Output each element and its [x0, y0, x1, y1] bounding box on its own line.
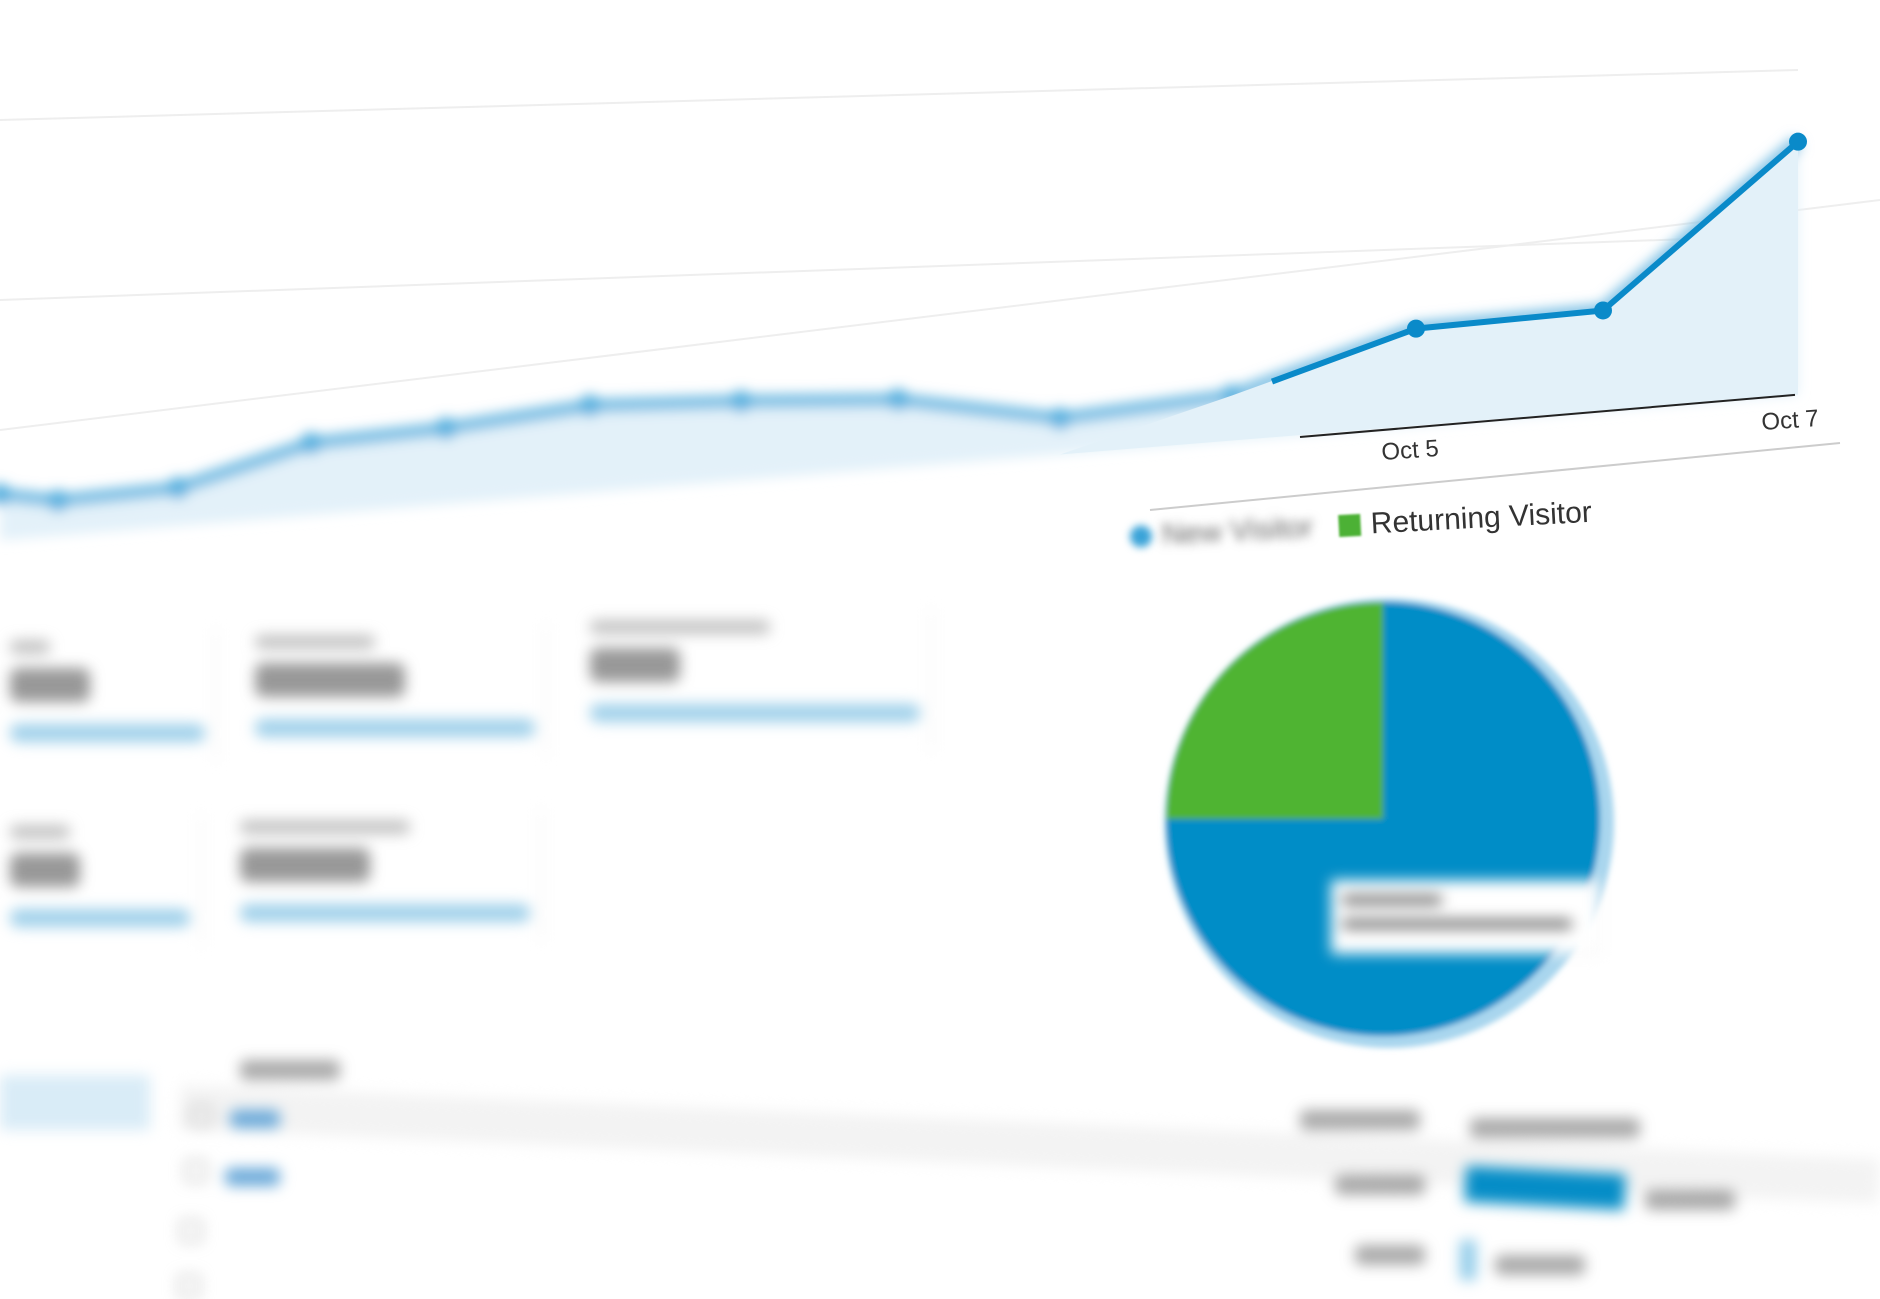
data-point [0, 483, 11, 506]
x-tick-oct5: Oct 5 [1381, 435, 1440, 466]
row-checkbox[interactable] [190, 1105, 212, 1127]
column-header [1300, 1110, 1420, 1130]
gridline [0, 199, 1880, 431]
row-checkbox[interactable] [178, 1275, 200, 1297]
data-point[interactable] [1789, 132, 1807, 151]
data-point [730, 390, 752, 413]
chart-gridlines [0, 69, 1880, 431]
x-axis [1299, 393, 1796, 439]
sessions-value [1355, 1245, 1425, 1265]
metric-card [580, 610, 932, 750]
sessions-percent [1495, 1255, 1585, 1275]
data-point [887, 388, 909, 411]
column-header [1470, 1118, 1640, 1138]
data-point [435, 417, 457, 440]
table-sidebar-box [0, 1075, 150, 1130]
data-point [47, 489, 69, 512]
legend-new-visitor-swatch [1129, 524, 1153, 548]
area-fill-crisp [1060, 141, 1798, 455]
data-point [300, 432, 322, 455]
metric-card [230, 810, 542, 940]
row-checkbox[interactable] [185, 1160, 207, 1182]
gridline [0, 69, 1799, 121]
gridline [0, 234, 1799, 301]
table-row[interactable] [230, 1110, 280, 1128]
row-checkbox[interactable] [180, 1220, 202, 1242]
table-row[interactable] [225, 1168, 280, 1186]
x-tick-oct7: Oct 7 [1761, 405, 1820, 436]
area-fill [0, 141, 1798, 541]
metric-card [0, 630, 217, 760]
data-point[interactable] [1594, 301, 1612, 320]
legend-returning-visitor-swatch [1338, 513, 1362, 538]
visitor-pie-chart [1164, 598, 1614, 1048]
metric-card [245, 625, 547, 755]
metric-card [0, 815, 202, 945]
series-line [1270, 139, 1800, 385]
data-point [167, 476, 189, 499]
data-point[interactable] [1407, 319, 1425, 338]
sessions-percent [1645, 1190, 1735, 1210]
pie-tooltip [1331, 880, 1599, 954]
data-point [1049, 407, 1071, 430]
data-point [579, 394, 601, 417]
axis-separator [1149, 442, 1841, 511]
table-header [240, 1060, 340, 1080]
sessions-value [1335, 1175, 1425, 1195]
sessions-bar [1460, 1240, 1476, 1280]
pie-slice-returning-visitor[interactable] [1166, 602, 1383, 819]
